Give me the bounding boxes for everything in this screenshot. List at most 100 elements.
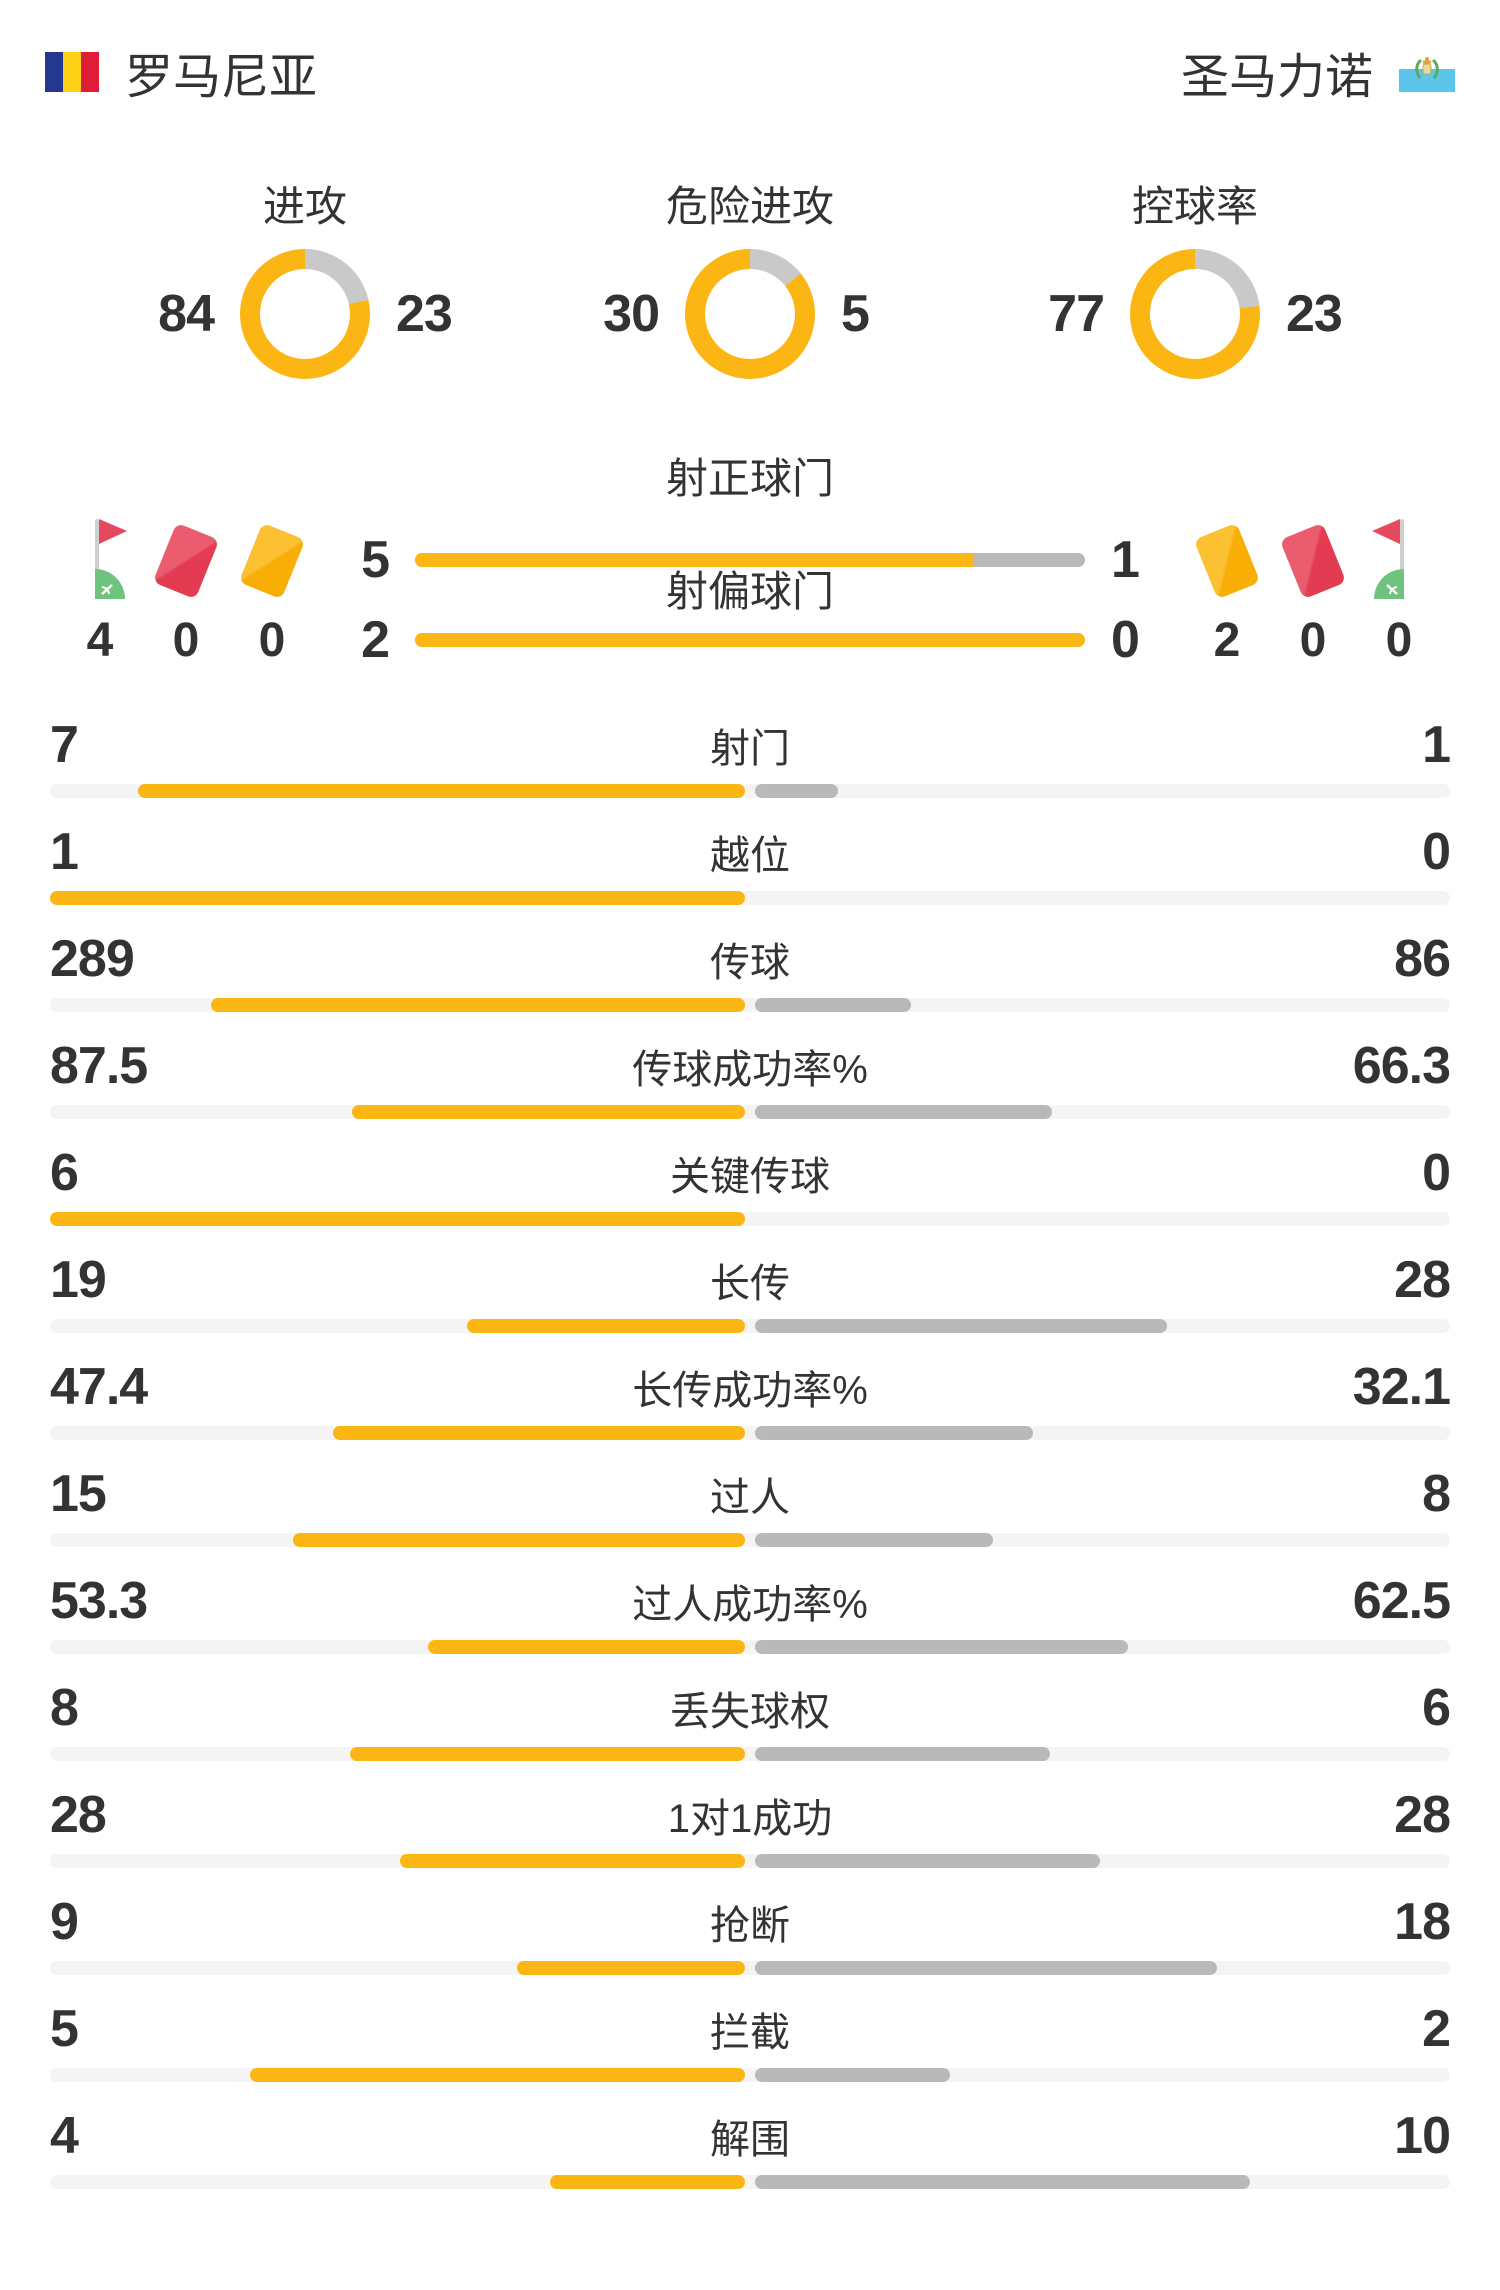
stat-row: 6 关键传球 0 xyxy=(0,1133,1500,1240)
stat-row: 9 抢断 18 xyxy=(0,1882,1500,1989)
stats-list: 7 射门 1 1 越位 0 289 传球 86 87.5 xyxy=(0,705,1500,2203)
away-corner-count: 0 xyxy=(1385,613,1413,667)
stat-label: 关键传球 xyxy=(670,1155,830,1199)
stat-row: 289 传球 86 xyxy=(0,919,1500,1026)
stat-away-bar xyxy=(755,998,911,1012)
stat-away-value: 1 xyxy=(1422,716,1451,774)
stat-home-value: 19 xyxy=(50,1251,107,1309)
home-yellow-card-count: 0 xyxy=(258,613,286,667)
shots-section: 射正球门 5 1 射偏球门 2 0 xyxy=(0,455,1500,705)
donut-away-value: 23 xyxy=(396,285,453,343)
donut-chart xyxy=(240,249,370,379)
donut-away-value: 5 xyxy=(841,285,870,343)
stat-home-bar xyxy=(427,1640,745,1654)
donut-chart xyxy=(1130,249,1260,379)
stat-home-bar xyxy=(467,1319,745,1333)
stat-bar-track xyxy=(50,1640,1450,1654)
stat-row: 5 拦截 2 xyxy=(0,1989,1500,2096)
donut-group: 进攻 84 23 xyxy=(150,182,460,379)
shots-on-target-home-value: 5 xyxy=(361,531,390,589)
stat-away-value: 66.3 xyxy=(1352,1037,1451,1095)
donut-group: 危险进攻 30 5 xyxy=(595,182,905,379)
stat-bar-track xyxy=(50,2175,1450,2189)
shots-off-target-label: 射偏球门 xyxy=(665,568,834,615)
donut-label: 控球率 xyxy=(1131,183,1258,230)
home-team: 罗马尼亚 xyxy=(45,37,317,107)
stat-row: 87.5 传球成功率% 66.3 xyxy=(0,1026,1500,1133)
header: 罗马尼亚 圣马力诺 xyxy=(0,46,1500,104)
stat-home-value: 5 xyxy=(50,2000,79,2058)
stat-home-bar xyxy=(332,1426,745,1440)
donut-home-value: 30 xyxy=(603,285,660,343)
home-team-name: 罗马尼亚 xyxy=(125,51,318,104)
stat-away-bar xyxy=(755,2175,1250,2189)
stat-away-value: 28 xyxy=(1394,1251,1451,1309)
stat-home-bar xyxy=(350,1747,745,1761)
stat-away-value: 2 xyxy=(1422,2000,1451,2058)
stat-home-bar xyxy=(351,1105,745,1119)
stat-away-bar xyxy=(755,1640,1128,1654)
stat-bar-track xyxy=(50,891,1450,905)
stat-home-value: 4 xyxy=(50,2107,79,2165)
stat-row: 53.3 过人成功率% 62.5 xyxy=(0,1561,1500,1668)
shots-off-target-home-bar xyxy=(415,633,1085,647)
stat-home-bar xyxy=(550,2175,745,2189)
away-team-name: 圣马力诺 xyxy=(1180,51,1373,104)
stat-away-value: 32.1 xyxy=(1352,1358,1451,1416)
shots-on-target-home-bar xyxy=(415,553,974,567)
stat-home-bar xyxy=(400,1854,745,1868)
stat-home-value: 7 xyxy=(50,716,79,774)
corner-flag-icon xyxy=(1372,519,1404,599)
match-stats-panel: 罗马尼亚 圣马力诺 进攻 84 23 危险进攻 3 xyxy=(0,46,1500,2290)
stat-away-bar xyxy=(755,1854,1100,1868)
stat-label: 1对1成功 xyxy=(667,1797,833,1841)
stat-away-value: 86 xyxy=(1394,930,1451,988)
stat-bar-track xyxy=(50,1105,1450,1119)
donut-home-value: 77 xyxy=(1048,285,1105,343)
donut-chart xyxy=(685,249,815,379)
stat-bar-track xyxy=(50,1854,1450,1868)
stat-home-value: 6 xyxy=(50,1144,79,1202)
yellow-card-icon xyxy=(1193,522,1261,600)
stat-row: 7 射门 1 xyxy=(0,705,1500,812)
stat-label: 传球 xyxy=(710,941,790,985)
donut-home-value: 84 xyxy=(158,285,215,343)
home-discipline-icons xyxy=(57,513,315,609)
away-team: 圣马力诺 xyxy=(1181,37,1455,107)
stat-home-value: 47.4 xyxy=(50,1358,148,1416)
home-discipline-counts: 4 0 0 xyxy=(57,614,315,667)
stat-bar-track xyxy=(50,784,1450,798)
stat-label: 拦截 xyxy=(710,2011,790,2055)
stat-away-value: 0 xyxy=(1422,1144,1451,1202)
shots-on-target-away-value: 1 xyxy=(1111,531,1140,589)
stat-home-value: 28 xyxy=(50,1786,107,1844)
stat-label: 过人 xyxy=(710,1476,790,1520)
stat-home-bar xyxy=(293,1533,745,1547)
stat-home-bar xyxy=(210,998,745,1012)
stat-row: 47.4 长传成功率% 32.1 xyxy=(0,1347,1500,1454)
shots-off-target-row: 2 0 xyxy=(0,611,1500,669)
stat-away-value: 6 xyxy=(1422,1679,1451,1737)
yellow-card-icon xyxy=(238,522,306,600)
stat-label: 射门 xyxy=(710,727,790,771)
shots-on-target-row: 5 1 xyxy=(0,531,1500,589)
stat-home-value: 9 xyxy=(50,1893,79,1951)
away-red-card-count: 0 xyxy=(1299,613,1327,667)
red-card-icon xyxy=(152,522,220,600)
stat-home-bar xyxy=(50,1212,745,1226)
stat-bar-track xyxy=(50,1319,1450,1333)
donut-label: 进攻 xyxy=(262,183,347,230)
away-discipline-icons xyxy=(1184,513,1442,609)
stat-away-bar xyxy=(755,1747,1050,1761)
stat-label: 抢断 xyxy=(710,1904,790,1948)
stat-label: 解围 xyxy=(710,2118,790,2162)
stat-away-value: 10 xyxy=(1394,2107,1451,2165)
shots-off-target-bar xyxy=(415,633,1085,647)
stat-label: 传球成功率% xyxy=(632,1048,868,1092)
donut-away-value: 23 xyxy=(1286,285,1343,343)
stat-bar-track xyxy=(50,1426,1450,1440)
shots-on-target-label: 射正球门 xyxy=(665,455,834,502)
stat-bar-track xyxy=(50,998,1450,1012)
stat-home-value: 53.3 xyxy=(50,1572,148,1630)
stat-away-bar xyxy=(755,2068,950,2082)
